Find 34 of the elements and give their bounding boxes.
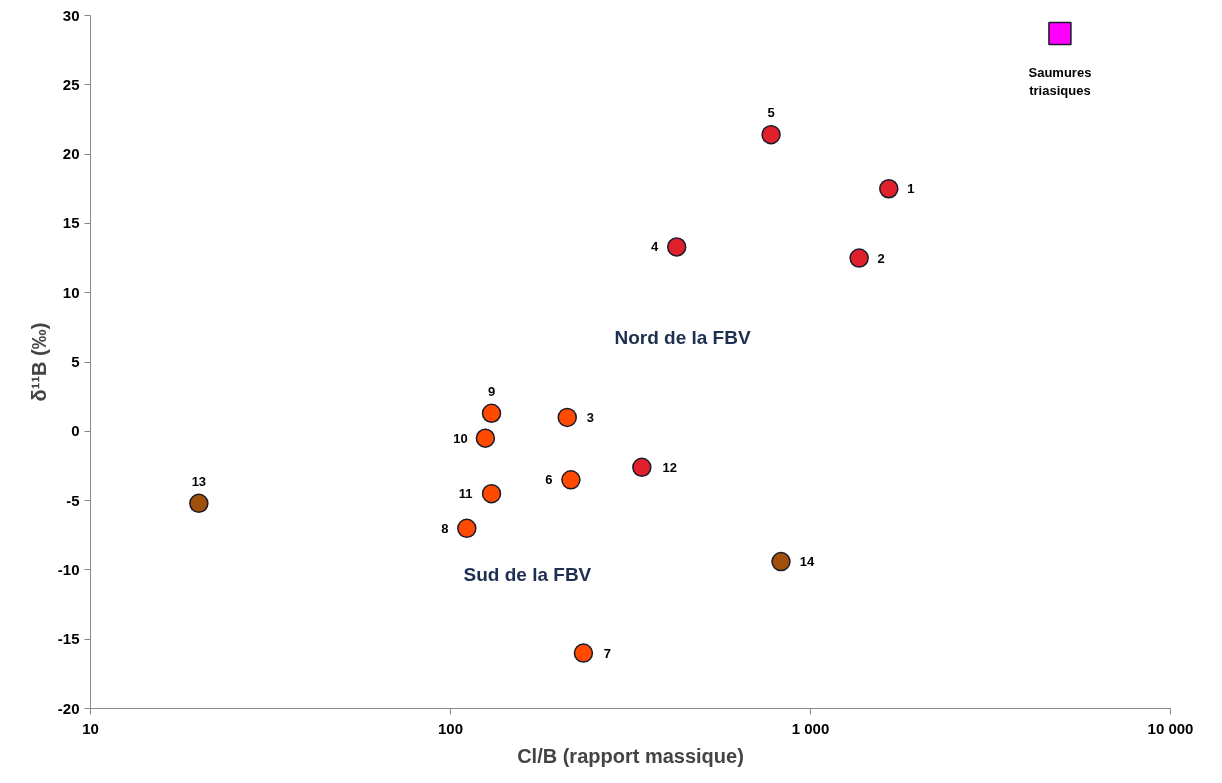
annotation: 5 [767, 105, 775, 121]
annotation: 9 [487, 383, 496, 399]
annotation: 14 [799, 554, 815, 570]
y-tick-label: 20 [62, 145, 80, 163]
y-tick-label: 10 [62, 283, 80, 301]
annotation: 12 [662, 459, 678, 475]
x-tick-label: 10 000 [1147, 719, 1194, 737]
x-tick-label: 10 [82, 719, 99, 737]
y-tick-label: 5 [71, 353, 80, 370]
y-tick-label: -5 [66, 491, 80, 509]
x-tick-label: 100 [437, 719, 464, 737]
annotation: 1 [907, 181, 915, 197]
y-axis-title: δ¹¹B (‰) [27, 322, 50, 402]
y-tick-label: -20 [57, 699, 80, 717]
annotation: 7 [603, 645, 612, 661]
annotation: 13 [191, 473, 207, 489]
annotation: 4 [651, 239, 660, 255]
annotation: 8 [441, 520, 449, 536]
annotation: 10 [453, 430, 468, 446]
annotation: 6 [545, 472, 553, 488]
annotation: Sud de la FBV [463, 563, 592, 585]
x-tick-label: 1 000 [791, 719, 830, 737]
y-tick-label: -10 [57, 560, 80, 578]
y-tick-label: -15 [57, 630, 80, 648]
annotation: 3 [586, 409, 594, 425]
y-tick-label: 15 [62, 214, 80, 232]
y-tick-label: 0 [71, 422, 80, 440]
annotation: Saumures triasiques [1028, 65, 1092, 99]
y-tick-label: 25 [62, 75, 80, 93]
annotation: 2 [877, 250, 885, 266]
annotation: Nord de la FBV [614, 326, 751, 348]
annotation: 11 [458, 486, 473, 502]
y-tick-label: 30 [62, 6, 80, 24]
x-axis-title: Cl/B (rapport massique) [517, 744, 744, 767]
